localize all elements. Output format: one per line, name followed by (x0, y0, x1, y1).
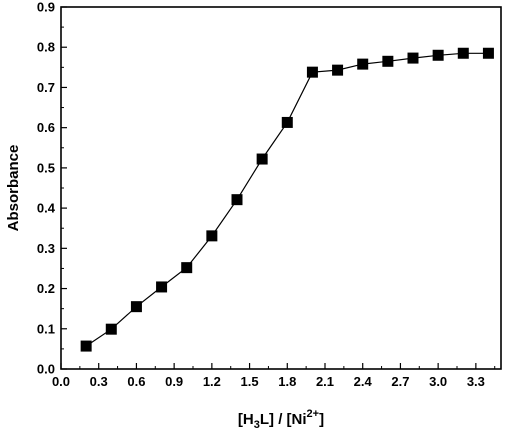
data-point (231, 194, 243, 206)
y-axis-title: Absorbance (5, 145, 22, 232)
x-tick-label: 2.1 (316, 374, 334, 389)
x-axis-title-middle: L] / [Ni (260, 411, 307, 428)
data-point (382, 55, 394, 67)
x-tick-label: 3.0 (429, 374, 447, 389)
data-point (181, 262, 193, 274)
data-point (432, 49, 444, 61)
y-tick-label: 0.2 (37, 281, 55, 296)
x-tick-label: 0.9 (165, 374, 183, 389)
y-tick-label: 0.4 (37, 201, 56, 216)
y-tick-label: 0.5 (37, 160, 55, 175)
x-tick-label: 2.7 (391, 374, 409, 389)
x-axis-title-open: [H (238, 411, 254, 428)
y-tick-label: 0.8 (37, 40, 55, 55)
data-point (80, 340, 92, 352)
data-point (156, 281, 168, 293)
data-point (482, 47, 494, 59)
x-tick-label: 1.2 (203, 374, 221, 389)
axis-ticks (60, 6, 496, 370)
data-point (206, 230, 218, 242)
x-tick-label: 0.0 (52, 374, 70, 389)
data-point (281, 116, 293, 128)
x-tick-label: 0.6 (127, 374, 145, 389)
data-point (407, 52, 419, 64)
data-point (332, 64, 344, 76)
y-tick-label: 0.0 (37, 362, 55, 377)
x-axis-title-superscript: 2+ (307, 408, 320, 420)
y-tick-label: 0.1 (37, 321, 55, 336)
y-tick-label: 0.6 (37, 120, 55, 135)
x-tick-label: 1.8 (278, 374, 296, 389)
x-tick-label: 3.3 (467, 374, 485, 389)
x-axis-title: [H3L] / [Ni2+] (238, 408, 324, 431)
x-tick-label: 2.4 (354, 374, 373, 389)
series-line (85, 52, 489, 347)
x-tick-label: 1.5 (241, 374, 259, 389)
data-point (457, 47, 469, 59)
y-tick-label: 0.7 (37, 80, 55, 95)
data-markers (80, 47, 494, 352)
x-tick-label: 0.3 (90, 374, 108, 389)
y-tick-label: 0.9 (37, 0, 55, 15)
tick-labels: 0.0 0.3 0.6 0.9 1.2 1.5 1.8 2.1 2.4 2.7 3.0 3.3 0.0 0… (37, 0, 485, 389)
x-axis-title-close: ] (319, 411, 324, 428)
data-point (357, 58, 369, 70)
data-point (105, 323, 117, 335)
data-point (256, 153, 268, 165)
data-point (130, 301, 142, 313)
x-axis-title-subscript: 3 (254, 419, 260, 431)
data-point (306, 66, 318, 78)
y-tick-label: 0.3 (37, 241, 55, 256)
